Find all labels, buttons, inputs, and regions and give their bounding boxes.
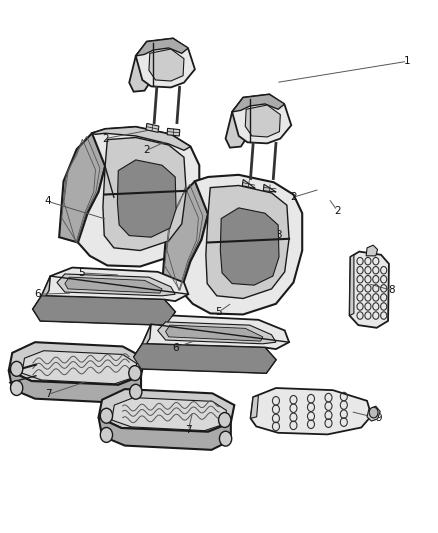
Polygon shape [350,255,354,316]
Polygon shape [245,105,280,137]
Polygon shape [33,296,175,325]
Text: 2: 2 [290,192,297,202]
Polygon shape [181,175,302,314]
Polygon shape [167,128,180,136]
Polygon shape [136,38,188,56]
Polygon shape [264,184,276,192]
Polygon shape [366,245,378,256]
Circle shape [11,361,23,376]
Circle shape [11,381,23,395]
Text: 5: 5 [215,307,223,317]
Polygon shape [59,131,105,243]
Polygon shape [220,208,279,285]
Polygon shape [117,160,176,237]
Polygon shape [242,180,255,188]
Text: 4: 4 [242,263,249,273]
Circle shape [369,407,378,418]
Polygon shape [42,268,188,301]
Text: 9: 9 [375,414,382,423]
Text: 7: 7 [185,425,192,435]
Polygon shape [134,344,276,373]
Polygon shape [9,370,141,403]
Polygon shape [232,94,291,143]
Circle shape [130,384,142,399]
Text: 1: 1 [404,56,411,66]
Polygon shape [22,351,137,384]
Polygon shape [129,43,153,92]
Polygon shape [226,99,250,148]
Text: 2: 2 [102,134,109,143]
Polygon shape [134,344,276,373]
Polygon shape [78,127,199,266]
Circle shape [219,413,231,427]
Circle shape [100,408,113,423]
Polygon shape [9,342,145,385]
Text: 8: 8 [389,286,396,295]
Polygon shape [65,277,162,293]
Polygon shape [33,276,50,309]
Polygon shape [166,325,263,341]
Polygon shape [33,296,175,325]
Polygon shape [206,185,289,298]
Polygon shape [134,324,151,357]
Polygon shape [103,138,186,251]
Polygon shape [92,127,191,150]
Polygon shape [251,388,371,434]
Text: 7: 7 [45,390,52,399]
Circle shape [219,431,232,446]
Polygon shape [251,395,258,418]
Circle shape [100,427,113,442]
Polygon shape [232,94,285,112]
Text: 2: 2 [334,206,341,215]
Polygon shape [57,274,175,296]
Text: 5: 5 [78,268,85,278]
Polygon shape [367,406,380,421]
Text: 4: 4 [45,197,52,206]
Polygon shape [99,389,234,432]
Polygon shape [350,252,389,328]
Polygon shape [112,398,226,431]
Polygon shape [162,179,208,290]
Polygon shape [142,316,289,349]
Polygon shape [136,38,195,87]
Circle shape [129,366,141,381]
Text: 2: 2 [143,146,150,155]
Polygon shape [149,49,184,81]
Text: 6: 6 [34,289,41,299]
Text: 6: 6 [172,343,179,352]
Polygon shape [158,322,276,344]
Text: 3: 3 [275,230,282,239]
Polygon shape [146,124,159,132]
Polygon shape [99,417,231,450]
